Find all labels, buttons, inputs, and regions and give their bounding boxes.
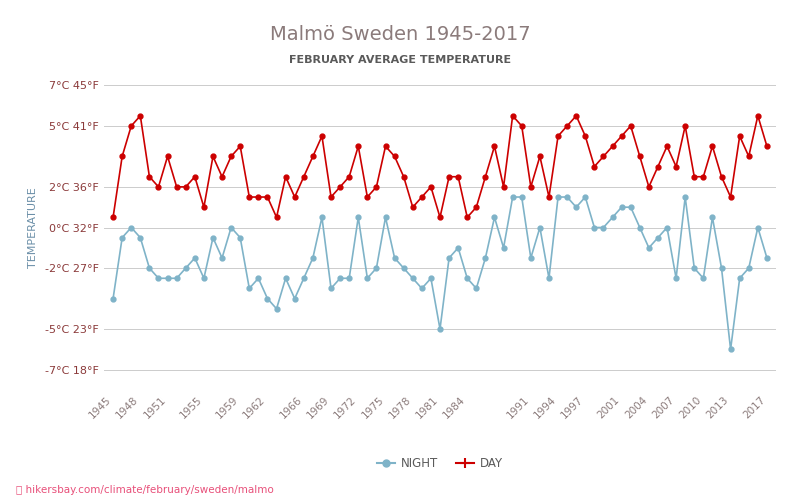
Y-axis label: TEMPERATURE: TEMPERATURE — [28, 187, 38, 268]
Text: FEBRUARY AVERAGE TEMPERATURE: FEBRUARY AVERAGE TEMPERATURE — [289, 55, 511, 65]
Text: Malmö Sweden 1945-2017: Malmö Sweden 1945-2017 — [270, 25, 530, 44]
Legend: NIGHT, DAY: NIGHT, DAY — [373, 452, 507, 475]
Text: 🔴 hikersbay.com/climate/february/sweden/malmo: 🔴 hikersbay.com/climate/february/sweden/… — [16, 485, 274, 495]
